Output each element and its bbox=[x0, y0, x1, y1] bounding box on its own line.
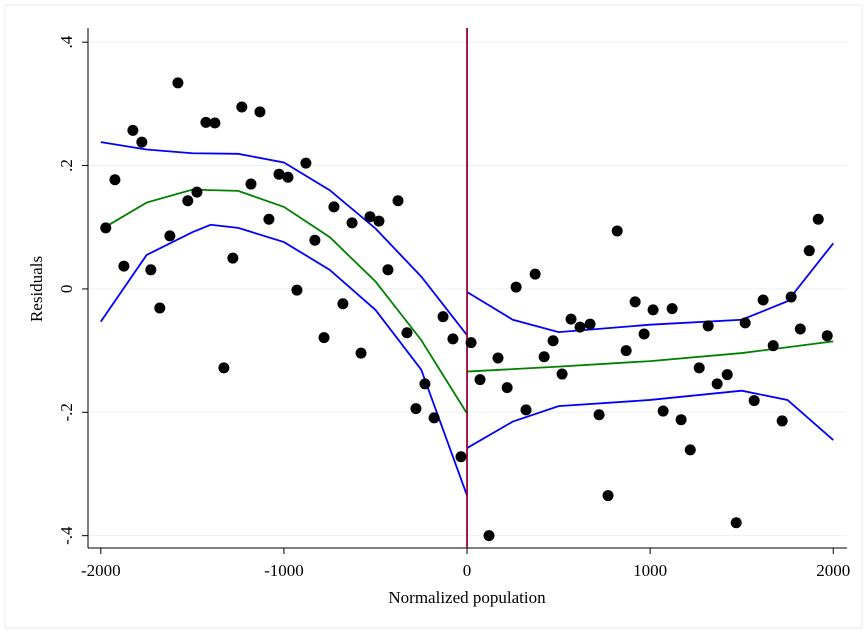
point bbox=[593, 409, 605, 421]
point bbox=[465, 337, 477, 349]
point bbox=[620, 345, 632, 357]
point bbox=[556, 368, 568, 380]
x-tick-label: 0 bbox=[463, 561, 472, 580]
x-tick-label: -2000 bbox=[81, 561, 121, 580]
y-tick-label: -.4 bbox=[57, 526, 76, 545]
point bbox=[328, 201, 340, 213]
point bbox=[136, 136, 148, 148]
point bbox=[602, 490, 614, 502]
point bbox=[373, 215, 385, 227]
point bbox=[785, 291, 797, 303]
point bbox=[172, 77, 184, 89]
x-axis-title: Normalized population bbox=[388, 588, 546, 607]
point bbox=[182, 195, 194, 207]
point bbox=[821, 330, 833, 342]
y-tick-label: 0 bbox=[57, 285, 76, 294]
point bbox=[520, 404, 532, 416]
point bbox=[574, 321, 586, 333]
fit-line bbox=[100, 188, 468, 415]
point bbox=[273, 168, 285, 180]
y-tick-label: .2 bbox=[57, 159, 76, 172]
point bbox=[419, 378, 431, 390]
point bbox=[538, 351, 550, 363]
point bbox=[666, 303, 678, 315]
frame bbox=[4, 4, 863, 629]
point bbox=[364, 211, 376, 223]
y-tick-label: .4 bbox=[57, 35, 76, 48]
point bbox=[236, 101, 248, 113]
y-axis-title: Residuals bbox=[27, 256, 46, 322]
fit-line bbox=[466, 389, 834, 449]
point bbox=[776, 415, 788, 427]
point bbox=[437, 311, 449, 323]
point bbox=[127, 124, 139, 136]
point bbox=[191, 186, 203, 198]
point bbox=[684, 444, 696, 456]
point bbox=[794, 323, 806, 335]
point bbox=[757, 294, 769, 306]
point bbox=[245, 178, 257, 190]
point bbox=[209, 117, 221, 129]
point bbox=[154, 302, 166, 314]
point bbox=[263, 213, 275, 225]
point bbox=[392, 195, 404, 207]
fit-line bbox=[466, 242, 834, 334]
point bbox=[254, 106, 266, 118]
point bbox=[447, 333, 459, 345]
point bbox=[675, 414, 687, 426]
point bbox=[118, 260, 130, 272]
point bbox=[318, 332, 330, 344]
point bbox=[748, 395, 760, 407]
point bbox=[164, 230, 176, 242]
point bbox=[647, 304, 659, 316]
point bbox=[721, 369, 733, 381]
point bbox=[702, 320, 714, 332]
point bbox=[200, 116, 212, 128]
point bbox=[282, 171, 294, 183]
point bbox=[693, 362, 705, 374]
point bbox=[291, 284, 303, 296]
point bbox=[300, 157, 312, 169]
point bbox=[227, 252, 239, 264]
point bbox=[611, 225, 623, 237]
x-tick-label: 2000 bbox=[816, 561, 850, 580]
point bbox=[455, 451, 467, 463]
point bbox=[109, 174, 121, 186]
point bbox=[711, 378, 723, 390]
fit-line bbox=[100, 223, 468, 496]
point bbox=[428, 412, 440, 424]
point bbox=[638, 328, 650, 340]
point bbox=[730, 517, 742, 529]
point bbox=[812, 213, 824, 225]
point bbox=[474, 374, 486, 386]
point bbox=[382, 264, 394, 276]
point bbox=[346, 217, 358, 229]
point bbox=[510, 281, 522, 293]
point bbox=[145, 264, 157, 276]
point bbox=[657, 405, 669, 417]
point bbox=[100, 222, 112, 234]
point bbox=[584, 318, 596, 330]
point bbox=[803, 245, 815, 257]
point bbox=[492, 352, 504, 364]
point bbox=[410, 403, 422, 415]
point bbox=[483, 530, 495, 542]
point bbox=[629, 296, 641, 308]
point bbox=[309, 234, 321, 246]
point bbox=[739, 317, 751, 329]
point bbox=[337, 298, 349, 310]
point bbox=[767, 340, 779, 352]
point bbox=[547, 335, 559, 347]
point bbox=[501, 382, 513, 394]
fit-line bbox=[100, 141, 468, 336]
point bbox=[401, 327, 413, 339]
x-tick-label: 1000 bbox=[633, 561, 667, 580]
point bbox=[565, 313, 577, 325]
point bbox=[529, 268, 541, 280]
x-tick-label: -1000 bbox=[264, 561, 304, 580]
y-tick-label: -.2 bbox=[57, 403, 76, 421]
point bbox=[218, 362, 230, 374]
point bbox=[355, 347, 367, 359]
